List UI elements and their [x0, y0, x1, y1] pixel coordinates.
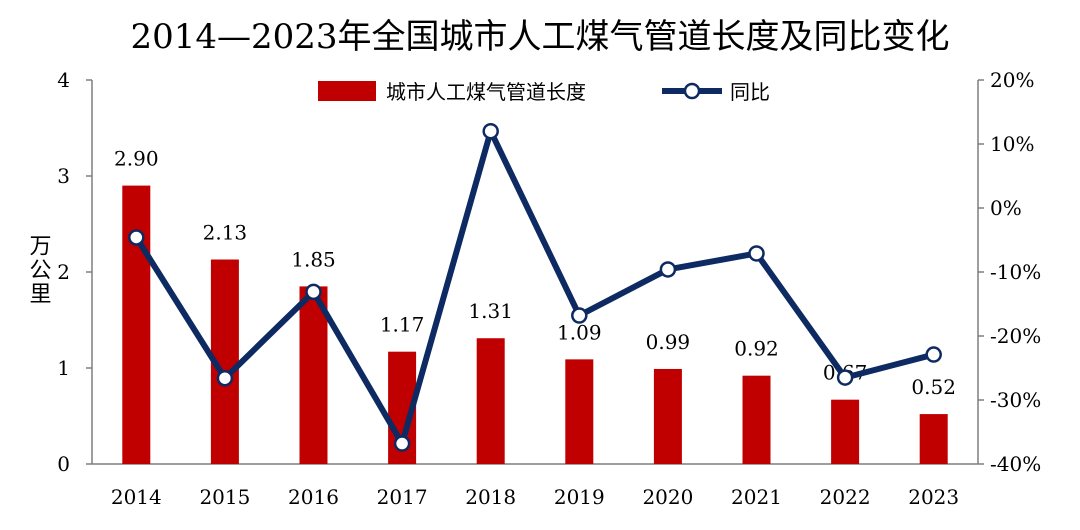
yoy-point	[836, 369, 854, 386]
axes: 0 1 2 3 4 -40% -30% -20% -10% 0% 10% 20% 2014 2015 201…	[57, 68, 1041, 509]
bar-data-label: 2.13	[203, 221, 248, 245]
bar-data-label: 2.90	[114, 147, 159, 171]
yoy-line	[133, 128, 937, 447]
x-tick-label: 2022	[820, 485, 871, 509]
x-tick-label: 2020	[642, 485, 693, 509]
bar-data-label: 0.99	[646, 330, 691, 354]
x-tick-label: 2014	[111, 485, 162, 509]
bar	[476, 338, 505, 464]
bars	[122, 185, 948, 464]
y-right-tick-label: -40%	[990, 452, 1041, 476]
legend-line-marker	[683, 82, 701, 100]
yoy-point	[482, 122, 499, 140]
x-tick-label: 2016	[288, 485, 339, 509]
bar-data-label: 1.31	[468, 299, 513, 323]
x-tick-label: 2015	[199, 485, 250, 509]
bar-data-label: 1.85	[291, 247, 336, 271]
x-tick-label: 2017	[377, 485, 428, 509]
bar	[653, 368, 682, 464]
y-left-tick-label: 3	[57, 164, 70, 188]
bar	[565, 359, 594, 464]
bar	[919, 414, 948, 464]
bar	[122, 185, 151, 464]
x-tick-label: 2019	[554, 485, 605, 509]
line-series	[128, 122, 942, 452]
bar	[831, 399, 860, 464]
x-tick-label: 2023	[908, 485, 959, 509]
bar-data-label: 1.17	[380, 313, 425, 337]
yoy-point	[393, 435, 411, 452]
bar	[742, 375, 771, 464]
bar-data-label: 1.09	[557, 320, 602, 344]
y-left-tick-label: 4	[57, 68, 70, 92]
bar-data-label: 0.92	[734, 337, 779, 361]
y-right-tick-label: 0%	[990, 196, 1022, 220]
y-left-tick-label: 1	[57, 356, 70, 380]
y-left-tick-label: 0	[57, 452, 70, 476]
yoy-point	[128, 229, 145, 246]
bar-data-label: 0.52	[911, 375, 956, 399]
y-axis-left-label: 万公里	[26, 234, 52, 306]
y-right-tick-label: 20%	[990, 68, 1034, 92]
yoy-point	[216, 369, 234, 387]
legend-bar-label: 城市人工煤气管道长度	[386, 80, 586, 104]
bar	[299, 286, 328, 464]
yoy-point	[925, 346, 942, 363]
yoy-point	[659, 261, 677, 278]
legend-bar-swatch	[318, 81, 376, 101]
chart-title: 2014—2023年全国城市人工煤气管道长度及同比变化	[130, 17, 949, 57]
y-left-tick-label: 2	[57, 260, 70, 284]
x-tick-label: 2021	[731, 485, 782, 509]
y-right-tick-label: -10%	[990, 260, 1041, 284]
y-right-tick-label: 10%	[990, 132, 1034, 156]
legend-line-label: 同比	[730, 80, 770, 104]
yoy-point	[305, 283, 322, 301]
y-right-tick-label: -20%	[990, 324, 1041, 348]
x-tick-label: 2018	[465, 485, 516, 509]
yoy-point	[571, 307, 588, 324]
y-right-tick-label: -30%	[990, 388, 1041, 412]
legend: 城市人工煤气管道长度 同比	[318, 80, 770, 104]
yoy-point	[748, 245, 765, 262]
